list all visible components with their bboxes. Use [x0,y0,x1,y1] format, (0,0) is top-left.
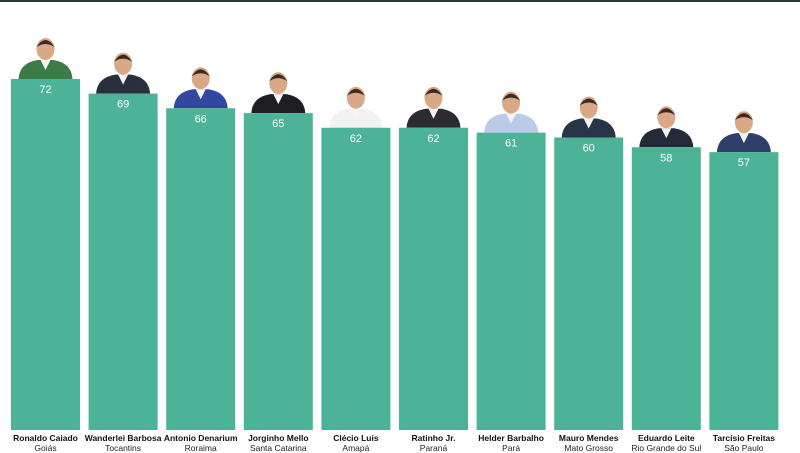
data-label: 57 [738,157,750,169]
bar [321,127,391,430]
data-label: 58 [660,152,672,164]
bar [243,113,313,430]
category-label: Tarcísio Freitas São Paulo [704,433,784,453]
top-border [0,0,800,2]
candidate-state: Pará [502,443,521,453]
category-label: Helder Barbalho Pará [471,433,551,453]
category-label: Ratinho Jr. Paraná [394,433,474,453]
candidate-state: São Paulo [724,443,764,453]
data-label: 69 [117,99,129,111]
bar [88,93,158,430]
portrait-icon [18,38,73,79]
portrait-icon [716,111,771,153]
bar [11,79,80,430]
candidate-state: Rio Grande do Sul [631,443,702,453]
candidate-state: Mato Grosso [564,443,614,453]
category-label: Antonio Denarium Roraima [161,433,241,453]
portrait-icon [328,86,383,128]
data-label: 62 [427,133,439,145]
bar [399,127,468,430]
bar [166,108,236,430]
data-label: 72 [39,84,51,96]
candidate-name: Wanderlei Barbosa [84,433,162,443]
portrait-icon [406,86,461,128]
portrait-icon [173,67,228,109]
data-label: 60 [583,143,595,155]
candidate-state: Roraima [184,443,217,453]
data-label: 62 [350,133,362,145]
portrait-icon [251,72,306,114]
data-label: 66 [195,113,207,125]
category-label: Jorginho Mello Santa Catarina [238,433,318,453]
portrait-icon [96,52,151,94]
candidate-name: Ronaldo Caiado [13,433,78,443]
category-label: Eduardo Leite Rio Grande do Sul [626,433,706,453]
candidate-name: Clécio Luis [333,433,379,443]
category-label: Wanderlei Barbosa Tocantins [83,433,163,453]
candidate-state: Paraná [419,443,448,453]
portrait-icon [639,106,694,148]
candidate-name: Tarcísio Freitas [712,433,775,443]
candidate-name: Eduardo Leite [637,433,695,443]
category-label: Ronaldo Caiado Goiás [6,433,86,453]
candidate-name: Jorginho Mello [248,433,309,443]
candidate-state: Amapá [342,443,370,453]
data-label: 61 [505,138,517,150]
bar [476,132,546,430]
portrait-icon [484,91,539,133]
candidate-state: Goiás [34,443,57,453]
candidate-name: Helder Barbalho [478,433,544,443]
candidate-name: Ratinho Jr. [411,433,456,443]
category-label: Mauro Mendes Mato Grosso [549,433,629,453]
candidate-name: Antonio Denarium [163,433,238,443]
candidate-name: Mauro Mendes [558,433,619,443]
portrait-icon [561,96,616,138]
bar [554,137,624,430]
category-label: Clécio Luis Amapá [316,433,396,453]
candidate-state: Santa Catarina [249,443,307,453]
candidate-state: Tocantins [105,443,142,453]
data-label: 65 [272,118,284,130]
bar [631,147,701,430]
bar [709,152,779,430]
